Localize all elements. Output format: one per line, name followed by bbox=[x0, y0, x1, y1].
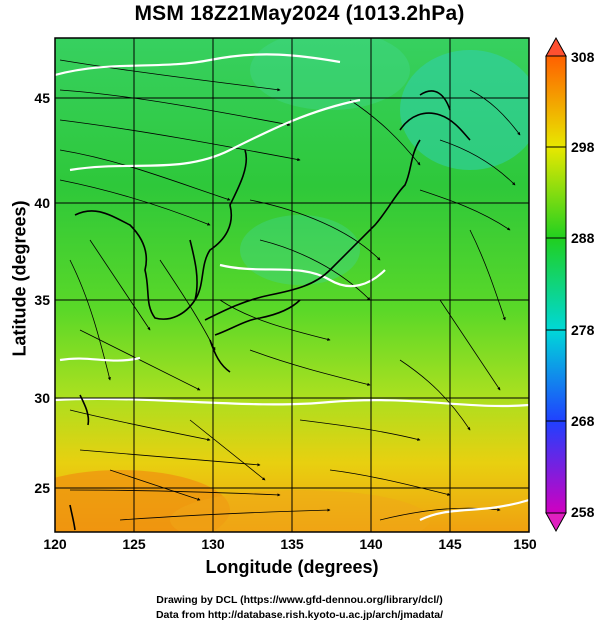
coastlines bbox=[69, 90, 471, 531]
y-axis-ticks: 25 30 35 40 45 bbox=[34, 90, 50, 496]
colorbar-tick-label: 258 bbox=[571, 504, 595, 520]
colorbar-tick-label: 298 bbox=[571, 139, 595, 155]
colorbar-tick-label: 308 bbox=[571, 49, 595, 65]
plot-frame bbox=[54, 37, 530, 533]
y-tick-label: 25 bbox=[34, 480, 50, 496]
x-tick-label: 135 bbox=[280, 536, 304, 552]
lat-lon-grid bbox=[55, 38, 529, 532]
y-tick-label: 45 bbox=[34, 90, 50, 106]
colorbar-bar bbox=[545, 55, 567, 514]
x-axis-ticks: 120 125 130 135 140 145 150 bbox=[43, 536, 537, 552]
y-tick-label: 35 bbox=[34, 292, 50, 308]
isotherm-contours bbox=[55, 53, 529, 521]
x-tick-label: 130 bbox=[201, 536, 225, 552]
colorbar-tick-label: 268 bbox=[571, 413, 595, 429]
x-tick-label: 145 bbox=[438, 536, 462, 552]
x-axis-label: Longitude (degrees) bbox=[205, 557, 379, 577]
y-tick-label: 40 bbox=[34, 195, 50, 211]
temperature-field bbox=[55, 38, 529, 532]
x-tick-label: 125 bbox=[122, 536, 146, 552]
colorbar-bottom-arrow bbox=[545, 512, 567, 533]
colorbar: 308 298 288 278 268 258 bbox=[545, 36, 595, 533]
x-tick-label: 150 bbox=[513, 536, 537, 552]
x-tick-label: 140 bbox=[359, 536, 383, 552]
map-title: MSM 18Z21May2024 (1013.2hPa) bbox=[134, 2, 465, 25]
colorbar-tick-label: 278 bbox=[571, 322, 595, 338]
y-tick-label: 30 bbox=[34, 390, 50, 406]
colorbar-top-arrow bbox=[545, 36, 567, 57]
colorbar-tick-label: 288 bbox=[571, 230, 595, 246]
credit-drawing: Drawing by DCL (https://www.gfd-dennou.o… bbox=[156, 594, 443, 606]
credit-data: Data from http://database.rish.kyoto-u.a… bbox=[155, 609, 444, 621]
x-tick-label: 120 bbox=[43, 536, 67, 552]
